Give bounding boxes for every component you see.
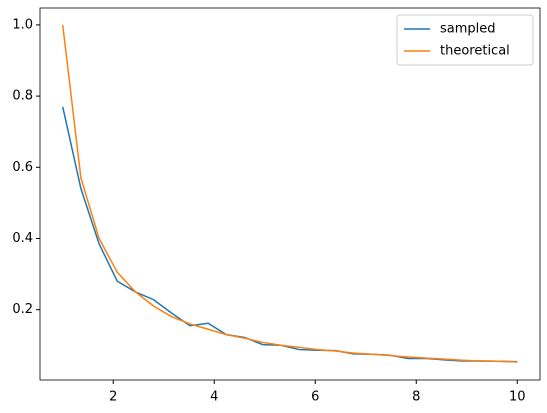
y-tick-label: 0.4 <box>12 231 33 246</box>
y-tick-label: 0.8 <box>12 89 33 104</box>
line-series <box>61 106 518 363</box>
x-tick-label: 8 <box>412 390 420 405</box>
x-tick-label: 2 <box>109 390 117 405</box>
line-series <box>61 24 518 363</box>
axes-frame <box>39 7 541 381</box>
x-tick-label: 6 <box>311 390 319 405</box>
legend-box <box>396 14 534 66</box>
legend-label: theoretical <box>440 44 510 59</box>
x-tick-label: 10 <box>509 390 526 405</box>
y-tick-label: 0.2 <box>12 302 33 317</box>
x-tick-label: 4 <box>210 390 218 405</box>
legend-label: sampled <box>440 22 496 37</box>
y-tick-label: 0.6 <box>12 160 33 175</box>
y-tick-label: 1.0 <box>12 17 33 32</box>
legend: sampled theoretical <box>396 14 534 66</box>
